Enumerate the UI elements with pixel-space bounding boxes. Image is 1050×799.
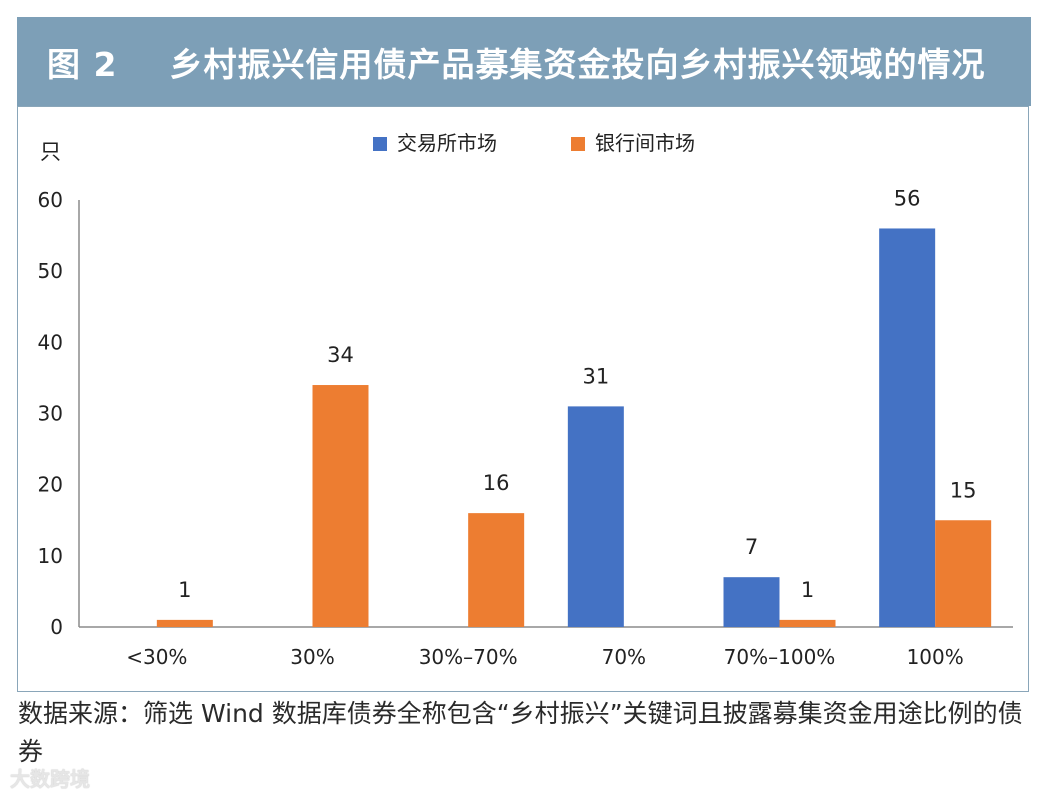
y-tick-label: 0 — [50, 615, 63, 639]
y-tick-label: 10 — [38, 544, 63, 568]
bar-exchange — [723, 577, 780, 627]
bar-exchange — [567, 406, 624, 627]
bar-interbank — [468, 513, 525, 627]
legend-swatch-interbank — [571, 137, 585, 151]
data-label: 16 — [483, 471, 510, 495]
x-tick-label: 70% — [602, 645, 646, 669]
data-label: 15 — [950, 478, 977, 502]
y-tick-label: 50 — [38, 259, 63, 283]
data-label: 31 — [582, 364, 609, 388]
bar-exchange — [879, 228, 936, 627]
x-tick-label: 70%–100% — [724, 645, 836, 669]
bar-interbank — [935, 520, 992, 627]
data-label: 1 — [801, 578, 814, 602]
x-tick-label: 100% — [907, 645, 964, 669]
watermark: 大数跨境 — [10, 767, 90, 791]
figure-title: 乡村振兴信用债产品募集资金投向乡村振兴领域的情况 — [169, 44, 986, 84]
x-tick-label: 30% — [290, 645, 334, 669]
y-tick-label: 30 — [38, 402, 63, 426]
x-tick-label: <30% — [126, 645, 187, 669]
data-label: 56 — [894, 186, 921, 210]
bar-interbank — [779, 619, 836, 627]
data-label: 1 — [178, 578, 191, 602]
y-tick-label: 20 — [38, 473, 63, 497]
x-tick-label: 30%–70% — [419, 645, 518, 669]
data-label: 34 — [327, 343, 354, 367]
bar-interbank — [156, 619, 213, 627]
figure-title-bar: 图 2 乡村振兴信用债产品募集资金投向乡村振兴领域的情况 — [17, 17, 1031, 106]
chart-frame: 只 0 10 20 30 40 50 60 <30% 30% 30%–70% 70% 70%–100% 1… — [17, 106, 1029, 692]
source-note: 数据来源：筛选 Wind 数据库债券全称包含“乡村振兴”关键词且披露募集资金用途… — [18, 699, 1023, 766]
legend-swatch-exchange — [373, 137, 387, 151]
figure-number: 图 2 — [47, 44, 118, 84]
y-tick-label: 40 — [38, 330, 63, 354]
y-axis-unit: 只 — [40, 140, 61, 164]
y-tick-label: 60 — [38, 188, 63, 212]
legend-label: 交易所市场 — [397, 131, 497, 155]
bar-chart: 只 0 10 20 30 40 50 60 <30% 30% 30%–70% 70% 70%–100% 1… — [38, 131, 1013, 669]
bar-interbank — [312, 385, 369, 627]
data-label: 7 — [745, 535, 758, 559]
legend-label: 银行间市场 — [595, 131, 695, 155]
